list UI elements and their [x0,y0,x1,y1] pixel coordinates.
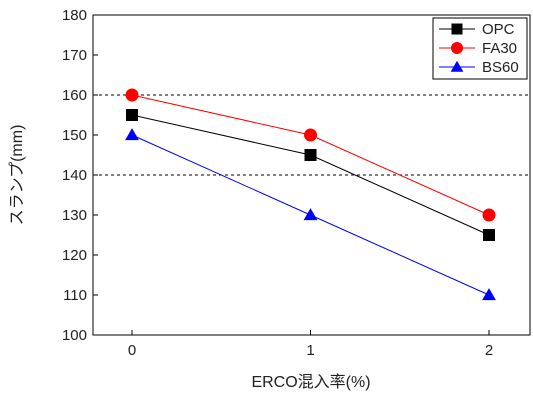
y-tick-label: 100 [62,327,87,344]
series-opc [126,109,495,241]
data-point-opc [304,149,317,161]
legend-label: OPC [482,21,515,38]
data-point-opc [483,229,495,241]
legend-item-fa30: FA30 [439,40,517,57]
legend-marker [451,42,463,54]
x-axis-title: ERCO混入率(%) [251,373,370,391]
x-tick-label: 2 [485,342,493,359]
data-point-bs60 [303,208,318,221]
y-tick-label: 170 [62,47,87,64]
y-tick-label: 150 [62,127,87,144]
reference-lines [93,94,530,176]
data-point-opc [126,109,138,121]
y-tick-label: 110 [63,287,87,304]
legend-marker [451,23,463,35]
legend-marker [450,60,464,72]
legend-label: FA30 [482,40,517,57]
x-tick-label: 1 [306,342,314,359]
x-axis: 0 1 2 [128,330,493,359]
y-tick-label: 140 [62,167,87,184]
y-tick-label: 160 [62,87,87,104]
y-axis-title: スランプ(mm) [8,125,26,226]
series-bs60 [125,128,496,301]
series-fa30 [125,88,496,222]
data-point-fa30 [125,88,139,102]
legend: OPC FA30 BS60 [432,17,528,80]
y-tick-label: 130 [62,207,87,224]
data-point-bs60 [482,288,496,301]
data-point-fa30 [304,128,317,142]
data-point-fa30 [482,208,496,222]
y-axis: 100 110 120 130 140 150 160 170 180 [62,7,98,344]
legend-label: BS60 [482,59,519,76]
data-point-bs60 [125,128,139,141]
legend-item-opc: OPC [439,21,515,38]
x-tick-label: 0 [128,342,136,359]
legend-item-bs60: BS60 [439,59,519,76]
y-tick-label: 120 [62,247,87,264]
y-tick-label: 180 [62,7,87,24]
series-layer [125,88,496,301]
